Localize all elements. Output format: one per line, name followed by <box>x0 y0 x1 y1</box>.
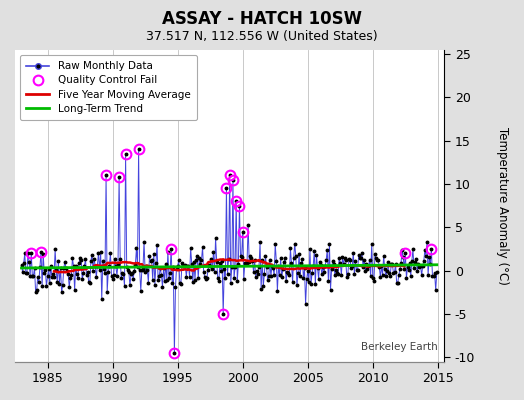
Text: ASSAY - HATCH 10SW: ASSAY - HATCH 10SW <box>162 10 362 28</box>
Text: Berkeley Earth: Berkeley Earth <box>361 342 438 352</box>
Y-axis label: Temperature Anomaly (°C): Temperature Anomaly (°C) <box>496 127 509 284</box>
Legend: Raw Monthly Data, Quality Control Fail, Five Year Moving Average, Long-Term Tren: Raw Monthly Data, Quality Control Fail, … <box>20 55 197 120</box>
Text: 37.517 N, 112.556 W (United States): 37.517 N, 112.556 W (United States) <box>146 30 378 43</box>
